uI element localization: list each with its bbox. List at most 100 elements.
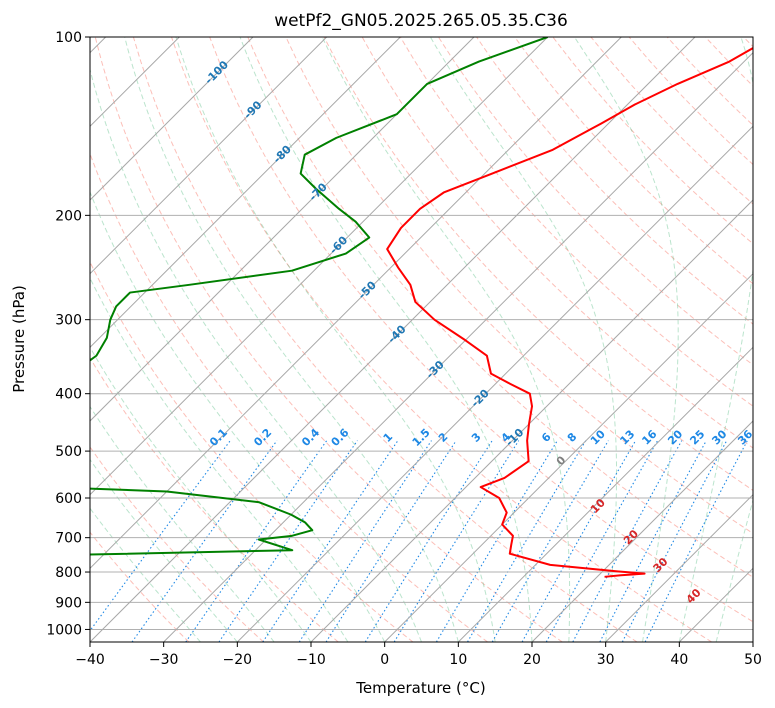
isotherm-line [90,37,622,570]
plot-frame [89,36,754,643]
x-axis: −40 −30 −20 −10 0 10 20 30 40 50 [75,642,762,668]
y-tick-label: 100 [55,30,82,46]
moist-adiabat [90,190,386,642]
chart-title: wetPf2_GN05.2025.265.05.35.C36 [274,11,568,31]
dry-adiabat [438,37,753,366]
dry-adiabat [90,446,264,642]
y-tick-label: 900 [55,595,82,611]
dry-adiabat [90,531,190,642]
y-tick-label: 800 [55,565,82,581]
moist-adiabat [574,37,679,642]
y-tick-label: 1000 [46,622,82,638]
x-tick-label: 30 [597,652,615,668]
dry-adiabat [171,37,713,642]
moist-adiabat [429,37,618,642]
mixing-ratio-line [298,440,432,642]
profile-line [90,37,549,556]
mixing-ratio-label: 30 [709,427,729,447]
mixing-ratio-label: 36 [735,427,755,447]
mixing-ratio-line [572,440,683,642]
dry-adiabat [743,37,753,48]
isotherm-line [678,567,753,642]
moist-adiabat [90,67,422,642]
mixing-ratio-line [599,440,707,642]
dry-adiabat [552,37,753,245]
moist-adiabats [90,37,753,642]
mixing-ratio-label: 10 [588,427,608,447]
mixing-ratio-label: 13 [617,428,637,448]
moist-adiabat-label: 20 [621,527,641,547]
mixing-ratio-line [467,440,587,642]
moist-adiabat [124,37,459,642]
mixing-ratio-line [325,440,457,642]
profile-line [386,46,753,578]
isotherm-line [90,37,401,349]
mixing-ratio-label: 2 [436,430,451,445]
y-tick-label: 300 [55,313,82,329]
dry-adiabat [666,37,753,126]
isotherm-line [457,346,753,642]
y-tick-label: 700 [55,531,82,547]
isotherm-line [90,37,254,201]
x-tick-label: 50 [744,652,762,668]
dry-adiabat [90,152,488,642]
dry-adiabat [704,37,753,87]
isotherm-line [90,37,549,496]
mixing-ratio-label: 1.5 [410,426,433,449]
mixing-ratio-line [644,440,748,642]
dry-adiabats [90,37,753,642]
moist-adiabat-label: 10 [588,496,608,516]
mixing-ratio-line [131,440,278,642]
moist-adiabat [90,507,201,642]
dry-adiabat [132,37,638,642]
isotherm-line [752,641,753,642]
isotherm-lines [90,37,753,642]
dry-adiabat [285,37,753,535]
dry-adiabat [399,37,753,407]
isotherm-line [236,125,753,642]
dry-adiabat [90,356,339,642]
mixing-ratio-line [545,440,659,642]
dry-adiabat [361,37,753,449]
isotherm-line [90,37,696,642]
mixing-ratio-line [491,440,609,642]
isotherm-line [384,272,753,642]
isotherm-line [90,37,328,275]
x-tick-label: −30 [149,652,179,668]
dry-adiabat [323,37,753,491]
moist-adiabat [321,37,571,642]
plot-area: -100-90-80-70-60-50-40-30-20-100.1 0.2 0.4… [90,37,755,642]
moist-adiabat [175,37,496,642]
mixing-ratio-label: 16 [640,427,660,447]
mixing-ratio-line [393,440,520,642]
mixing-ratio-line [364,440,493,642]
pressure-gridlines [90,37,753,630]
x-tick-label: 10 [449,652,467,668]
dry-adiabat [209,37,753,623]
dry-adiabat [514,37,753,285]
y-tick-label: 200 [55,208,82,224]
moist-adiabat [678,37,753,642]
mixing-ratio-line [185,440,328,642]
y-tick-label: 400 [55,387,82,403]
mixing-ratio-label: 3 [469,430,484,445]
mixing-ratio-label: 0.6 [329,426,352,449]
dry-adiabat [247,37,753,578]
mixing-ratio-label: 25 [687,428,707,448]
moist-adiabat [715,498,753,642]
mixing-ratio-label: 8 [565,430,580,445]
y-tick-label: 500 [55,444,82,460]
x-tick-label: −10 [296,652,326,668]
x-axis-title: Temperature (°C) [355,679,485,697]
mixing-ratio-line [435,440,558,642]
mixing-ratio-line [90,440,231,632]
x-tick-label: −40 [75,652,105,668]
profiles [90,37,753,578]
x-tick-label: 40 [670,652,688,668]
isotherm-line [90,37,475,422]
mixing-ratio-line [218,440,358,642]
moist-adiabat [90,276,349,642]
mixing-ratio-label: 1 [381,430,396,445]
dry-adiabat [94,37,563,642]
y-axis: 100 200 300 400 500 600 700 800 900 1000 [46,30,90,638]
